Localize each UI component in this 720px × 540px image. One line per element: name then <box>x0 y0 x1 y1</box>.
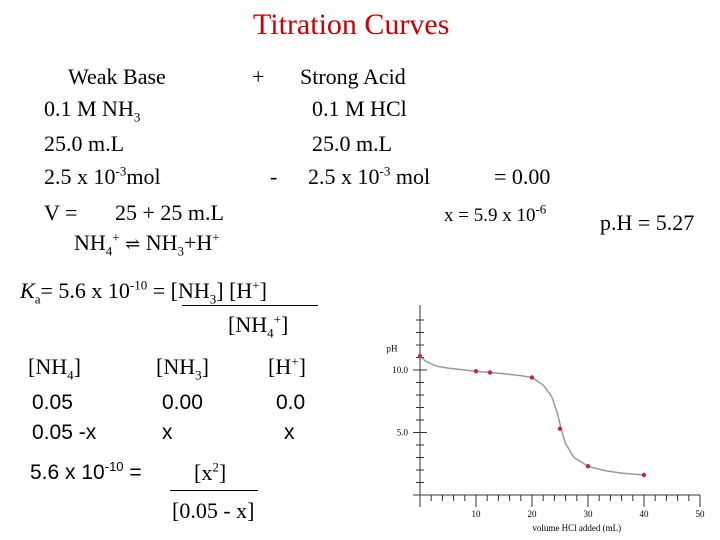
y-tick-label: 10.0 <box>392 365 408 375</box>
x-axis-label: volume HCl added (mL) <box>532 523 621 533</box>
ice-header-nh3: [NH3] <box>156 354 209 383</box>
chart-labels: 10 20 30 40 50 5.0 10.0 pH volume HCl added (mL) <box>387 343 706 533</box>
volume-value: 25 + 25 m.L <box>115 200 224 225</box>
chart-points <box>417 354 647 478</box>
data-point <box>473 369 479 374</box>
x-tick-label: 10 <box>472 509 482 519</box>
ice-header-h: [H+] <box>268 353 306 379</box>
volume-label: V = <box>44 200 78 225</box>
equals-zero: = 0.00 <box>494 164 551 189</box>
base-moles: 2.5 x 10-3mol <box>44 163 161 189</box>
final-numerator: [x2] <box>194 459 227 485</box>
chart-curve <box>419 355 645 476</box>
plus-sign: + <box>252 64 265 89</box>
weak-base-label: Weak Base <box>68 64 166 89</box>
strong-acid-label: Strong Acid <box>300 64 406 89</box>
page-title: Titration Curves <box>253 8 450 41</box>
minus-sign: - <box>270 164 278 189</box>
data-point <box>641 472 647 478</box>
acid-concentration: 0.1 M HCl <box>312 96 407 121</box>
equilibrium-arrow-icon: ⇌ <box>125 234 141 254</box>
data-point <box>529 375 535 380</box>
x-result: x = 5.9 x 10-6 <box>444 201 547 226</box>
y-tick-label: 5.0 <box>397 428 409 438</box>
x-tick-label: 30 <box>584 509 594 519</box>
equilibrium-equation: NH4+ ⇌ NH3+H+ <box>74 229 220 259</box>
data-point <box>585 464 591 469</box>
x-tick-label: 50 <box>696 509 706 519</box>
ka-fraction-bar <box>182 305 318 306</box>
ice-r2-c1: 0.05 -x <box>32 421 97 444</box>
acid-moles: 2.5 x 10-3 mol <box>308 163 431 189</box>
ice-r1-c3: 0.0 <box>276 391 306 414</box>
acid-volume: 25.0 m.L <box>312 131 393 156</box>
ice-r1-c1: 0.05 <box>32 391 73 414</box>
titration-curve-line <box>419 355 645 476</box>
titration-curve-chart: 10 20 30 40 50 5.0 10.0 pH volume HCl added (mL) <box>387 305 706 533</box>
data-point <box>417 354 423 359</box>
ice-r1-c2: 0.00 <box>162 391 203 414</box>
ice-r2-c3: x <box>284 421 295 444</box>
ka-expression: Ka= 5.6 x 10-10 = [NH3] [H+] <box>20 277 267 307</box>
chart-ticks <box>413 319 701 507</box>
base-concentration: 0.1 M NH3 <box>44 96 141 125</box>
ice-r2-c2: x <box>162 421 173 444</box>
final-lhs: 5.6 x 10-10 = <box>30 459 142 484</box>
final-denominator: [0.05 - x] <box>172 498 255 523</box>
base-volume: 25.0 m.L <box>44 131 125 156</box>
chart-axes <box>419 305 700 496</box>
data-point <box>487 370 493 375</box>
ka-denominator: [NH4+] <box>228 311 289 341</box>
x-tick-label: 20 <box>528 509 538 519</box>
ice-header-nh4: [NH4] <box>28 354 81 383</box>
final-fraction-bar <box>170 490 258 491</box>
data-point <box>557 426 563 431</box>
ph-result: p.H = 5.27 <box>600 210 695 235</box>
y-axis-label: pH <box>387 343 399 353</box>
x-tick-label: 40 <box>640 509 650 519</box>
